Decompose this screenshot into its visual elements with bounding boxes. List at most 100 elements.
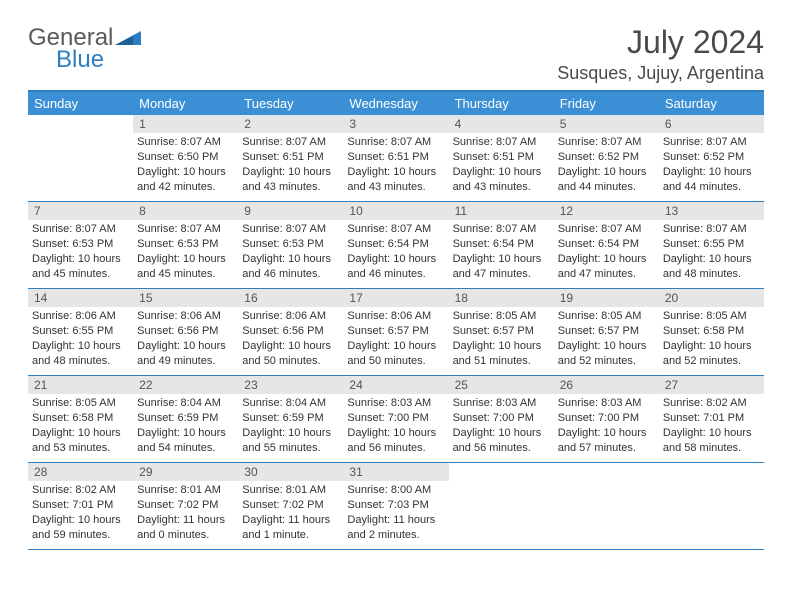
day-cell: 7Sunrise: 8:07 AMSunset: 6:53 PMDaylight… [28,202,133,288]
sunrise-text: Sunrise: 8:07 AM [137,135,234,150]
daylight-text: Daylight: 10 hours and 50 minutes. [242,339,339,369]
day-number: 25 [449,376,554,394]
weekday-header: Saturday [659,92,764,115]
day-cell: 13Sunrise: 8:07 AMSunset: 6:55 PMDayligh… [659,202,764,288]
day-cell: 1Sunrise: 8:07 AMSunset: 6:50 PMDaylight… [133,115,238,201]
day-cell: 30Sunrise: 8:01 AMSunset: 7:02 PMDayligh… [238,463,343,549]
sunrise-text: Sunrise: 8:06 AM [137,309,234,324]
day-body: Sunrise: 8:03 AMSunset: 7:00 PMDaylight:… [343,394,448,459]
daylight-text: Daylight: 10 hours and 50 minutes. [347,339,444,369]
day-number: 8 [133,202,238,220]
brand-part2: Blue [56,46,104,74]
day-number: 22 [133,376,238,394]
day-cell: 6Sunrise: 8:07 AMSunset: 6:52 PMDaylight… [659,115,764,201]
day-number: 31 [343,463,448,481]
daylight-text: Daylight: 10 hours and 51 minutes. [453,339,550,369]
daylight-text: Daylight: 10 hours and 49 minutes. [137,339,234,369]
day-cell: 28Sunrise: 8:02 AMSunset: 7:01 PMDayligh… [28,463,133,549]
week-row: 1Sunrise: 8:07 AMSunset: 6:50 PMDaylight… [28,115,764,202]
daylight-text: Daylight: 10 hours and 56 minutes. [453,426,550,456]
day-cell: 16Sunrise: 8:06 AMSunset: 6:56 PMDayligh… [238,289,343,375]
sunset-text: Sunset: 7:00 PM [453,411,550,426]
sunset-text: Sunset: 6:51 PM [453,150,550,165]
sunrise-text: Sunrise: 8:02 AM [663,396,760,411]
day-body: Sunrise: 8:07 AMSunset: 6:53 PMDaylight:… [133,220,238,285]
daylight-text: Daylight: 11 hours and 0 minutes. [137,513,234,543]
sunrise-text: Sunrise: 8:07 AM [347,135,444,150]
sunset-text: Sunset: 7:03 PM [347,498,444,513]
day-number: 2 [238,115,343,133]
sunrise-text: Sunrise: 8:07 AM [347,222,444,237]
sunrise-text: Sunrise: 8:05 AM [453,309,550,324]
sunset-text: Sunset: 6:59 PM [242,411,339,426]
sunrise-text: Sunrise: 8:00 AM [347,483,444,498]
daylight-text: Daylight: 10 hours and 43 minutes. [347,165,444,195]
daylight-text: Daylight: 10 hours and 43 minutes. [453,165,550,195]
day-number: 15 [133,289,238,307]
daylight-text: Daylight: 10 hours and 58 minutes. [663,426,760,456]
weekday-header: Thursday [449,92,554,115]
day-body: Sunrise: 8:06 AMSunset: 6:55 PMDaylight:… [28,307,133,372]
week-row: 21Sunrise: 8:05 AMSunset: 6:58 PMDayligh… [28,376,764,463]
day-number: 4 [449,115,554,133]
sunrise-text: Sunrise: 8:07 AM [137,222,234,237]
sunset-text: Sunset: 6:54 PM [347,237,444,252]
daylight-text: Daylight: 10 hours and 53 minutes. [32,426,129,456]
sunrise-text: Sunrise: 8:05 AM [663,309,760,324]
day-cell: 5Sunrise: 8:07 AMSunset: 6:52 PMDaylight… [554,115,659,201]
day-body: Sunrise: 8:00 AMSunset: 7:03 PMDaylight:… [343,481,448,546]
sunset-text: Sunset: 6:53 PM [32,237,129,252]
day-number: 11 [449,202,554,220]
day-cell: 24Sunrise: 8:03 AMSunset: 7:00 PMDayligh… [343,376,448,462]
sunset-text: Sunset: 6:52 PM [663,150,760,165]
sunrise-text: Sunrise: 8:06 AM [32,309,129,324]
day-number: 12 [554,202,659,220]
sunrise-text: Sunrise: 8:07 AM [453,135,550,150]
day-cell: 19Sunrise: 8:05 AMSunset: 6:57 PMDayligh… [554,289,659,375]
day-body: Sunrise: 8:07 AMSunset: 6:53 PMDaylight:… [28,220,133,285]
day-number: 27 [659,376,764,394]
calendar: SundayMondayTuesdayWednesdayThursdayFrid… [28,90,764,550]
day-body: Sunrise: 8:04 AMSunset: 6:59 PMDaylight:… [238,394,343,459]
sunset-text: Sunset: 6:51 PM [347,150,444,165]
day-body: Sunrise: 8:06 AMSunset: 6:57 PMDaylight:… [343,307,448,372]
sunset-text: Sunset: 7:01 PM [32,498,129,513]
day-cell [449,463,554,549]
day-number: 18 [449,289,554,307]
day-number: 17 [343,289,448,307]
day-body: Sunrise: 8:07 AMSunset: 6:54 PMDaylight:… [554,220,659,285]
day-number: 19 [554,289,659,307]
daylight-text: Daylight: 10 hours and 45 minutes. [137,252,234,282]
sunset-text: Sunset: 6:56 PM [242,324,339,339]
sunset-text: Sunset: 6:51 PM [242,150,339,165]
sunset-text: Sunset: 6:57 PM [453,324,550,339]
day-number: 16 [238,289,343,307]
day-body: Sunrise: 8:04 AMSunset: 6:59 PMDaylight:… [133,394,238,459]
day-number: 20 [659,289,764,307]
daylight-text: Daylight: 10 hours and 48 minutes. [663,252,760,282]
day-cell: 27 Sunrise: 8:02 AMSunset: 7:01 PMDayligh… [659,376,764,462]
day-body: Sunrise: 8:01 AMSunset: 7:02 PMDaylight:… [133,481,238,546]
daylight-text: Daylight: 11 hours and 1 minute. [242,513,339,543]
daylight-text: Daylight: 10 hours and 54 minutes. [137,426,234,456]
day-cell: 15Sunrise: 8:06 AMSunset: 6:56 PMDayligh… [133,289,238,375]
daylight-text: Daylight: 10 hours and 42 minutes. [137,165,234,195]
week-row: 28Sunrise: 8:02 AMSunset: 7:01 PMDayligh… [28,463,764,550]
day-number: 5 [554,115,659,133]
day-cell: 3Sunrise: 8:07 AMSunset: 6:51 PMDaylight… [343,115,448,201]
sunset-text: Sunset: 6:59 PM [137,411,234,426]
day-cell: 8Sunrise: 8:07 AMSunset: 6:53 PMDaylight… [133,202,238,288]
day-body: Sunrise: 8:03 AMSunset: 7:00 PMDaylight:… [554,394,659,459]
day-number: 6 [659,115,764,133]
daylight-text: Daylight: 10 hours and 47 minutes. [558,252,655,282]
weekday-header: Monday [133,92,238,115]
day-body: Sunrise: 8:07 AMSunset: 6:51 PMDaylight:… [343,133,448,198]
sunrise-text: Sunrise: 8:07 AM [558,222,655,237]
sunset-text: Sunset: 6:53 PM [242,237,339,252]
daylight-text: Daylight: 11 hours and 2 minutes. [347,513,444,543]
day-body: Sunrise: 8:07 AMSunset: 6:51 PMDaylight:… [238,133,343,198]
day-body: Sunrise: 8:07 AMSunset: 6:53 PMDaylight:… [238,220,343,285]
sunrise-text: Sunrise: 8:05 AM [558,309,655,324]
day-number: 7 [28,202,133,220]
sunset-text: Sunset: 7:01 PM [663,411,760,426]
